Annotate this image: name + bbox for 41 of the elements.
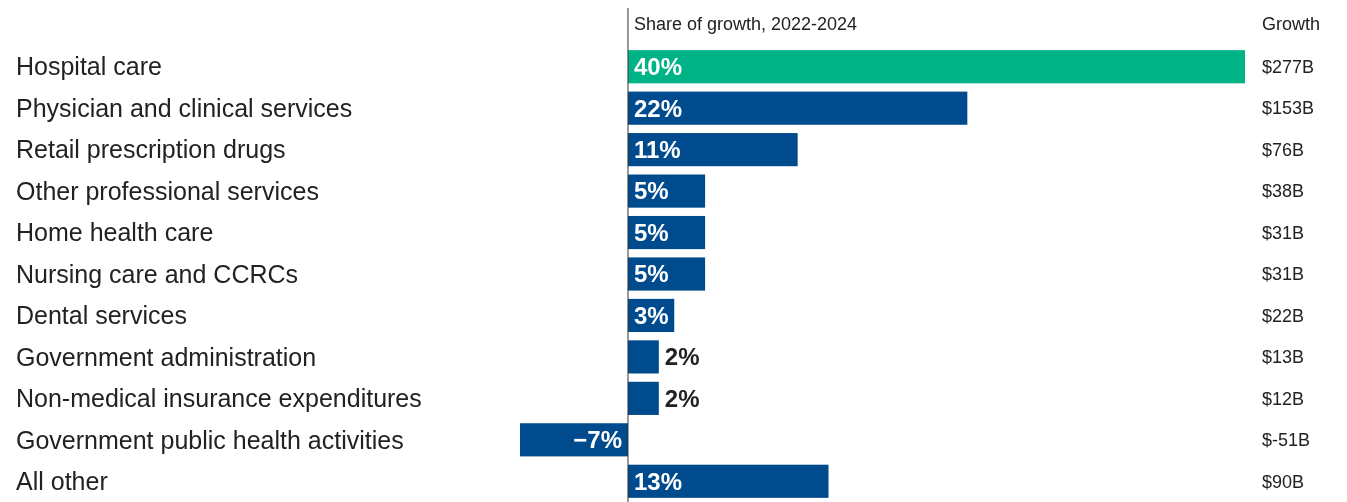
- data-label: 2%: [664, 384, 700, 412]
- y-tick-label: Hospital care: [16, 52, 162, 81]
- data-label: 40%: [633, 53, 683, 81]
- bar: [627, 340, 659, 374]
- text: $31B: [1262, 264, 1305, 285]
- text: $13B: [1262, 347, 1305, 368]
- text: $90B: [1262, 471, 1305, 492]
- bar: [627, 464, 829, 498]
- y-tick-label: All other: [16, 467, 108, 496]
- text: Growth: [1262, 14, 1321, 34]
- bar: [627, 50, 1245, 84]
- y-tick-label: Home health care: [16, 218, 214, 247]
- y-tick-label: Physician and clinical services: [16, 93, 353, 122]
- y-tick-label: Non-medical insurance expenditures: [16, 384, 422, 413]
- data-label: 13%: [633, 467, 683, 495]
- bar: [627, 91, 968, 125]
- y-tick-label: Nursing care and CCRCs: [16, 259, 299, 288]
- text: $38B: [1262, 181, 1305, 202]
- bar: [627, 381, 659, 415]
- y-tick-label: Government administration: [16, 342, 317, 371]
- text: $12B: [1262, 388, 1305, 409]
- y-tick-label: Retail prescription drugs: [16, 135, 286, 164]
- y-tick-label: Other professional services: [16, 176, 319, 205]
- chart-title: Share of growth, 2022-2024: [633, 14, 858, 34]
- text: $22B: [1262, 305, 1305, 326]
- text: $31B: [1262, 222, 1305, 243]
- data-label: 2%: [664, 343, 700, 371]
- data-label: 3%: [633, 301, 669, 329]
- bar: [627, 133, 798, 167]
- data-label: 5%: [633, 218, 669, 246]
- text: $277B: [1262, 57, 1315, 78]
- text: $153B: [1262, 98, 1315, 119]
- y-tick-label: Government public health activities: [16, 425, 404, 454]
- text: $76B: [1262, 139, 1305, 160]
- y-tick-label: Dental services: [16, 301, 187, 330]
- data-label: 5%: [633, 260, 669, 288]
- data-label: 5%: [633, 177, 669, 205]
- data-label: 11%: [633, 136, 681, 164]
- text: $-51B: [1262, 430, 1311, 451]
- data-label: 22%: [633, 94, 683, 122]
- data-label: −7%: [573, 426, 622, 454]
